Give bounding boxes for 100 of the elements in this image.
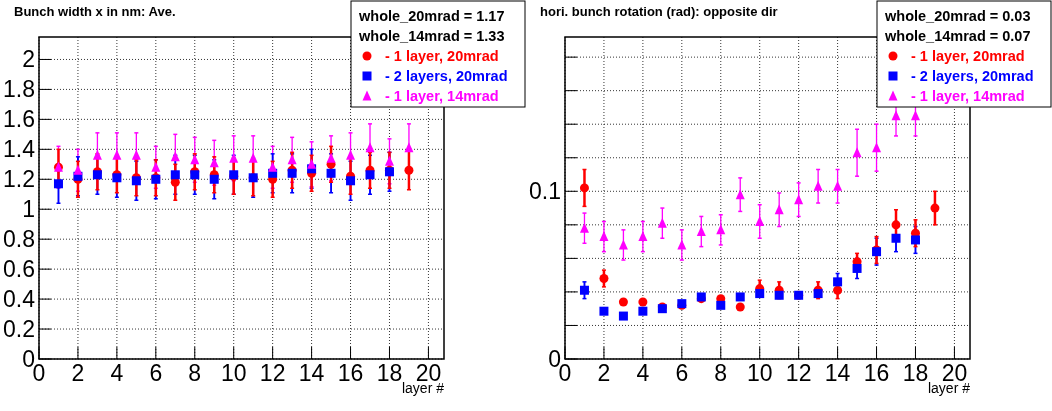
x-tick-label: 12 [785, 360, 812, 386]
annotation: whole_14mrad = 0.07 [884, 28, 1031, 44]
point [209, 157, 219, 168]
x-tick-label: 10 [746, 360, 773, 386]
point [716, 300, 726, 310]
point [774, 204, 784, 215]
x-tick-label: 4 [110, 360, 124, 386]
y-tick-label: 0.8 [3, 226, 35, 253]
y-tick-label: 1.4 [3, 136, 36, 163]
point [404, 165, 414, 175]
x-tick-label: 12 [259, 360, 286, 386]
point [365, 170, 375, 180]
text: whole_20mrad = 0.03 [884, 8, 1031, 24]
point [755, 215, 765, 226]
point [716, 224, 726, 235]
point [735, 189, 745, 200]
point [891, 110, 901, 121]
point [891, 233, 901, 243]
point [404, 142, 414, 153]
point [677, 239, 687, 250]
point [910, 235, 920, 245]
point [813, 289, 823, 299]
point [599, 306, 609, 316]
point [774, 290, 784, 300]
point [229, 152, 239, 163]
point [326, 152, 336, 163]
y-tick-label: 1.6 [3, 106, 35, 133]
y-tick-label: 1.8 [3, 76, 35, 103]
point [910, 110, 920, 121]
point [735, 302, 745, 312]
point [53, 179, 63, 189]
x-tick-label: 16 [337, 360, 364, 386]
point [735, 292, 745, 302]
point [618, 239, 628, 250]
y-tick-label: 1 [22, 196, 35, 223]
point [638, 231, 648, 242]
point [833, 285, 843, 295]
y-tick-label: 0.1 [529, 178, 561, 205]
point [638, 297, 648, 307]
point [755, 289, 765, 299]
x-axis-title: layer # [927, 380, 971, 396]
point [872, 142, 882, 153]
legend-label: - 2 layers, 20mrad [385, 68, 508, 84]
legend-label: - 2 layers, 20mrad [911, 68, 1034, 84]
x-axis-title: layer # [401, 380, 445, 396]
point [73, 164, 83, 175]
point [813, 180, 823, 191]
x-tick-label: 8 [714, 360, 728, 386]
point [384, 155, 394, 166]
point [852, 263, 862, 273]
x-tick-label: 10 [220, 360, 247, 386]
point [190, 154, 200, 165]
point [579, 183, 589, 193]
point [599, 231, 609, 242]
point [307, 158, 317, 169]
point [170, 151, 180, 162]
x-tick-label: 2 [71, 360, 85, 386]
chart-title: Bunch width x in nm: Ave. [14, 4, 176, 19]
annotation: whole_14mrad = 1.33 [358, 28, 505, 44]
point [326, 168, 336, 178]
point [618, 311, 628, 321]
point [930, 203, 940, 213]
point [833, 277, 843, 287]
point [579, 285, 589, 295]
point [891, 220, 901, 230]
point [131, 149, 141, 160]
point [794, 194, 804, 205]
y-tick-label: 0.2 [3, 316, 35, 343]
x-tick-label: 2 [597, 360, 611, 386]
point [638, 306, 648, 316]
point [618, 297, 628, 307]
point [346, 176, 356, 186]
y-tick-label: 0.6 [3, 256, 35, 283]
y-tick-label: 1.2 [3, 166, 35, 193]
legend-label: - 1 layer, 20mrad [385, 48, 499, 64]
legend-label: - 1 layer, 20mrad [911, 48, 1025, 64]
x-tick-label: 8 [188, 360, 202, 386]
legend-label: - 1 layer, 14mrad [385, 88, 499, 104]
legend-label: - 1 layer, 14mrad [911, 88, 1025, 104]
x-tick-label: 14 [298, 360, 325, 386]
point [151, 161, 161, 172]
x-tick-label: 4 [636, 360, 650, 386]
point [112, 149, 122, 160]
point [852, 147, 862, 158]
point [287, 154, 297, 165]
point [170, 170, 180, 180]
x-tick-label: 18 [902, 360, 929, 386]
x-tick-label: 6 [149, 360, 163, 386]
y-tick-label: 2 [22, 46, 35, 73]
point [248, 152, 258, 163]
x-tick-label: 14 [824, 360, 851, 386]
point [268, 161, 278, 172]
point [209, 174, 219, 184]
point [365, 142, 375, 153]
point [657, 217, 667, 228]
point [696, 226, 706, 237]
x-tick-label: 16 [863, 360, 890, 386]
x-tick-label: 18 [376, 360, 403, 386]
x-tick-label: 6 [675, 360, 689, 386]
y-tick-label: 0.4 [3, 286, 36, 313]
